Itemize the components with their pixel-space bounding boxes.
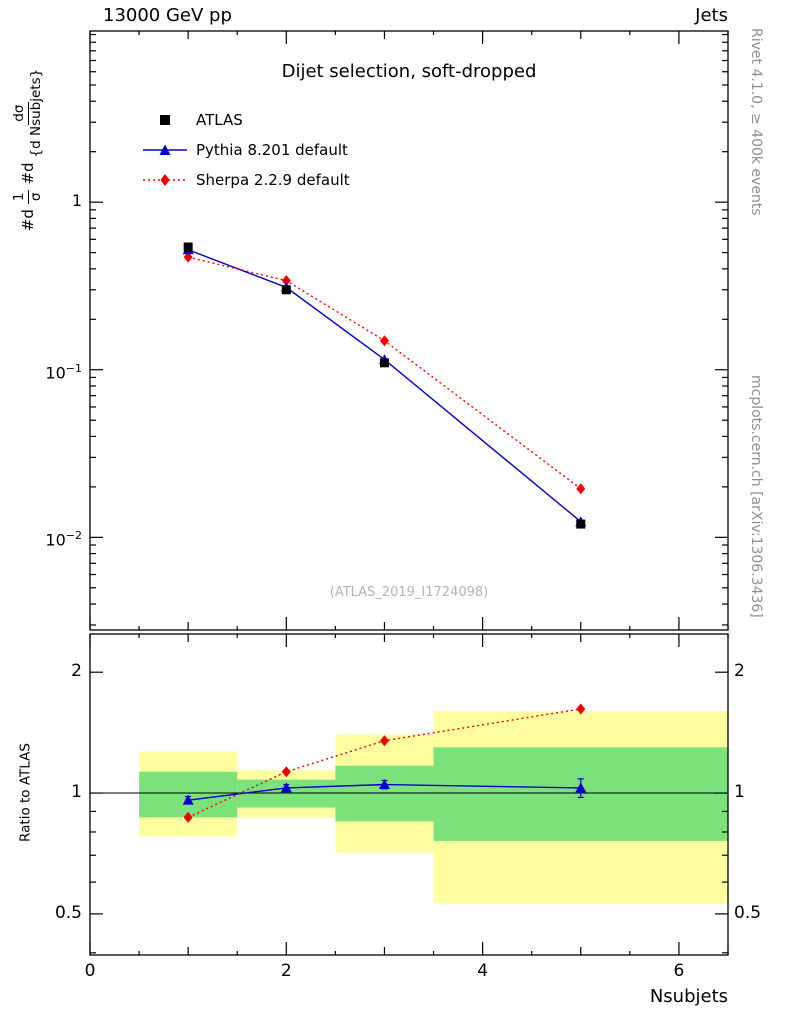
x-axis-label: Nsubjets: [649, 986, 728, 1007]
legend: ATLAS Pythia 8.201 default Sherpa 2.2.9 de…: [141, 105, 350, 195]
legend-item-sherpa-2-2-9-default: Sherpa 2.2.9 default: [141, 165, 350, 195]
beam-energy-label: 13000 GeV pp: [103, 5, 232, 26]
main-y-tick-label: 10−2: [45, 529, 82, 550]
legend-item-atlas: ATLAS: [141, 105, 350, 135]
pythia-8-201-default-legend-marker-icon: [143, 144, 187, 155]
pythia-8-201-default-marker: [378, 779, 390, 790]
sherpa-2-2-9-default-marker: [576, 703, 586, 715]
uncertainty-band-green: [139, 771, 238, 818]
legend-item-pythia-8-201-default: Pythia 8.201 default: [141, 135, 350, 165]
main-panel-frame: [89, 30, 729, 631]
atlas-marker: [183, 242, 193, 252]
pythia-8-201-default-line: [188, 783, 581, 801]
ratio-y-tick-label: 0.5: [54, 902, 82, 923]
ratio-y-tick-label-right: 1: [734, 782, 745, 803]
ratio-panel-frame: [89, 633, 729, 956]
sherpa-2-2-9-default-marker: [576, 483, 586, 495]
ratio-y-tick-label: 1: [71, 782, 82, 803]
x-tick-label: 0: [84, 961, 96, 981]
sherpa-2-2-9-default-marker: [379, 335, 389, 347]
atlas-marker: [379, 358, 389, 368]
analysis-id-watermark: (ATLAS_2019_I1724098): [329, 585, 489, 600]
main-y-axis-label: #d 1 σ #d dσ {d Nsubjets}: [6, 35, 50, 265]
sherpa-2-2-9-default-legend-marker-icon: [143, 174, 187, 186]
sherpa-2-2-9-default-marker: [379, 735, 389, 747]
ylabel-prefix-2: #d: [19, 162, 37, 185]
atlas-marker: [576, 519, 586, 529]
pythia-8-201-default-marker: [280, 782, 292, 793]
pythia-8-201-default-marker: [575, 782, 587, 793]
ylabel-denominator-2: {d Nsubjets}: [27, 68, 44, 158]
rivet-version-note: Rivet 4.1.0, ≥ 400k events: [748, 28, 764, 216]
main-y-tick-label: 1: [71, 191, 82, 211]
ylabel-prefix-1: #d: [19, 209, 37, 232]
sherpa-2-2-9-default-marker: [183, 251, 193, 263]
ratio-y-tick-label-right: 2: [734, 661, 745, 682]
pythia-8-201-default-line: [187, 249, 582, 523]
ratio-y-tick-label-right: 0.5: [734, 902, 762, 923]
sherpa-2-2-9-default-line: [187, 708, 581, 818]
sherpa-2-2-9-default-marker: [281, 275, 291, 287]
x-tick-label: 4: [477, 961, 489, 981]
atlas-marker: [281, 285, 291, 295]
sherpa-2-2-9-default-line: [187, 256, 582, 490]
x-tick-label: 6: [673, 961, 685, 981]
ylabel-numerator-2: dσ: [11, 101, 29, 125]
ylabel-fraction-2: dσ {d Nsubjets}: [11, 68, 44, 158]
pythia-8-201-default-marker: [182, 794, 194, 805]
legend-label: ATLAS: [196, 111, 243, 129]
sherpa-2-2-9-default-marker: [183, 811, 193, 823]
mcplots-reference-note: mcplots.cern.ch [arXiv:1306.3436]: [748, 375, 764, 618]
atlas-legend-marker-icon: [160, 115, 170, 125]
analysis-category-label: Jets: [695, 5, 728, 26]
main-y-tick-label: 10−1: [45, 361, 82, 383]
x-tick-label: 2: [280, 961, 292, 981]
legend-label: Sherpa 2.2.9 default: [196, 171, 350, 189]
plot-title: Dijet selection, soft-dropped: [281, 61, 537, 82]
sherpa-2-2-9-default-marker: [281, 766, 291, 778]
ratio-y-tick-label: 2: [71, 661, 82, 682]
legend-label: Pythia 8.201 default: [196, 141, 348, 159]
